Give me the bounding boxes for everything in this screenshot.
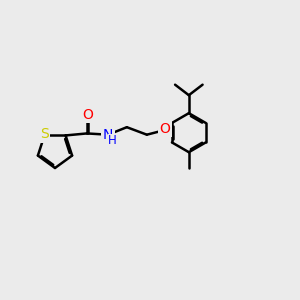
- Text: O: O: [159, 122, 170, 136]
- Text: S: S: [40, 127, 49, 141]
- Text: H: H: [108, 134, 117, 147]
- Text: N: N: [103, 128, 113, 142]
- Text: O: O: [82, 108, 93, 122]
